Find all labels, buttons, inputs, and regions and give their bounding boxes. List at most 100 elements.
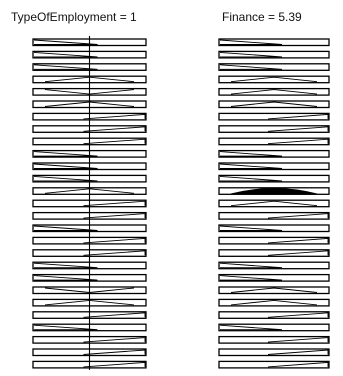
wedge-mark <box>83 138 146 145</box>
wedge-mark <box>230 188 318 195</box>
wedge-mark <box>230 299 318 306</box>
wedge-mark <box>219 163 283 169</box>
glyph-row <box>218 273 330 282</box>
glyph-row <box>218 187 330 195</box>
wedge-mark <box>33 151 98 157</box>
glyph-box <box>218 125 330 133</box>
glyph-box <box>218 199 330 208</box>
wedge-mark <box>83 200 146 207</box>
glyph-box <box>218 50 330 59</box>
wedge-mark <box>83 250 146 256</box>
glyph-box <box>218 360 330 369</box>
wedge-mark <box>230 287 318 293</box>
glyph-row <box>218 211 330 220</box>
glyph-row <box>218 125 330 133</box>
glyph-box <box>218 149 330 158</box>
wedge-mark <box>267 138 329 145</box>
wedge-mark <box>83 113 146 120</box>
wedge-mark <box>33 275 98 281</box>
glyph-box <box>218 224 330 233</box>
wedge-mark <box>230 76 318 83</box>
panel-title-finance: Finance = 5.39 <box>222 10 302 24</box>
wedge-mark <box>267 361 329 368</box>
glyph-box <box>218 286 330 295</box>
wedge-mark <box>83 337 146 343</box>
glyph-row <box>218 75 330 84</box>
wedge-mark <box>33 163 98 169</box>
glyph-box <box>218 63 330 71</box>
glyph-row <box>218 63 330 71</box>
glyph-box <box>218 211 330 220</box>
wedge-mark <box>83 361 146 368</box>
wedge-mark <box>267 250 329 256</box>
glyph-box <box>218 38 330 47</box>
wedge-mark <box>267 126 329 132</box>
wedge-mark <box>230 101 318 107</box>
glyph-box <box>218 87 330 96</box>
wedge-mark <box>219 225 283 231</box>
glyph-box <box>218 261 330 270</box>
wedge-mark <box>33 175 98 182</box>
glyph-box <box>218 311 330 319</box>
glyph-row <box>218 87 330 96</box>
panel-2 <box>218 38 330 369</box>
wedge-mark <box>219 175 283 182</box>
glyph-box <box>218 174 330 183</box>
wedge-mark <box>267 349 329 355</box>
wedge-mark <box>83 349 146 355</box>
wedge-mark <box>219 151 283 157</box>
wedge-mark <box>33 51 98 58</box>
glyph-row <box>218 360 330 369</box>
glyph-row <box>218 137 330 146</box>
glyph-box <box>218 323 330 332</box>
glyph-box <box>218 298 330 307</box>
wedge-mark <box>33 64 98 70</box>
wedge-mark <box>219 51 283 58</box>
wedge-mark <box>219 324 283 331</box>
wedge-mark <box>83 213 146 219</box>
glyph-box <box>218 348 330 357</box>
wedge-mark <box>83 126 146 132</box>
wedge-mark <box>267 312 329 318</box>
glyph-row <box>218 249 330 257</box>
panel-title-type-of-employment: TypeOfEmployment = 1 <box>11 10 137 24</box>
glyph-box <box>218 273 330 282</box>
wedge-mark <box>267 113 329 120</box>
wedge-mark <box>267 337 329 343</box>
glyph-box <box>218 75 330 84</box>
wedge-mark <box>230 200 318 207</box>
wedge-mark <box>219 275 283 281</box>
glyph-row <box>218 261 330 270</box>
glyph-row <box>218 162 330 171</box>
glyph-box <box>218 236 330 245</box>
glyph-row <box>218 236 330 245</box>
glyph-row <box>218 50 330 59</box>
wedge-mark <box>33 324 98 331</box>
glyph-row <box>218 348 330 357</box>
glyph-box <box>218 112 330 121</box>
glyph-row <box>218 112 330 121</box>
glyph-row <box>218 323 330 332</box>
glyph-box <box>218 100 330 109</box>
glyph-row <box>218 335 330 344</box>
wedge-mark <box>267 237 329 244</box>
glyph-row <box>218 224 330 233</box>
glyph-row <box>218 100 330 109</box>
glyph-box <box>218 162 330 171</box>
glyph-box <box>218 137 330 146</box>
glyph-row <box>218 38 330 47</box>
wedge-mark <box>83 237 146 244</box>
wedge-mark <box>219 64 283 70</box>
glyph-row <box>218 298 330 307</box>
glyph-row <box>218 174 330 183</box>
glyph-row <box>218 286 330 295</box>
wedge-mark <box>219 39 283 45</box>
wedge-mark <box>267 213 329 219</box>
wedge-mark <box>33 262 98 269</box>
glyph-row <box>218 149 330 158</box>
glyph-row <box>218 199 330 208</box>
glyph-box <box>218 335 330 344</box>
glyph-box <box>218 249 330 257</box>
wedge-mark <box>83 312 146 318</box>
